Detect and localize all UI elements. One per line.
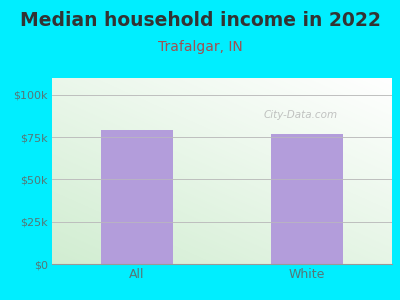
Text: Median household income in 2022: Median household income in 2022	[20, 11, 380, 29]
Text: City-Data.com: City-Data.com	[263, 110, 337, 120]
Bar	[271, 134, 343, 264]
Text: Trafalgar, IN: Trafalgar, IN	[158, 40, 242, 55]
Bar	[101, 130, 173, 264]
